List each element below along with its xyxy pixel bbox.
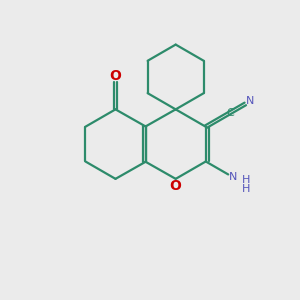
Text: H: H xyxy=(242,175,250,185)
Text: O: O xyxy=(110,69,122,83)
Text: C: C xyxy=(226,108,234,118)
Text: N: N xyxy=(229,172,238,182)
Text: H: H xyxy=(242,184,250,194)
Text: O: O xyxy=(170,178,182,193)
Text: N: N xyxy=(245,96,254,106)
